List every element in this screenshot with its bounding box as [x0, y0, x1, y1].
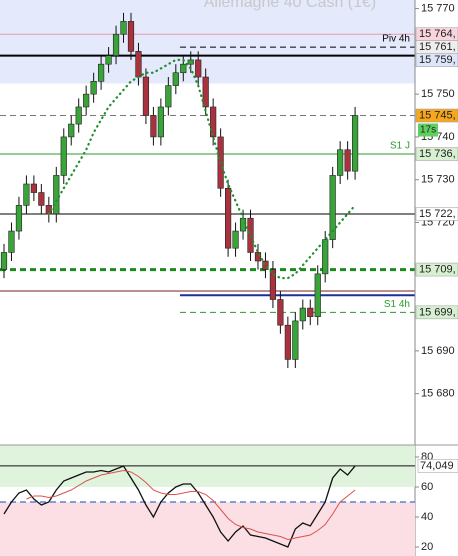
- candle-body: [307, 307, 314, 317]
- y-tick-label: 20: [421, 541, 433, 553]
- candle-body: [98, 63, 105, 82]
- candle-body: [322, 239, 329, 275]
- candle-body: [157, 106, 164, 138]
- candle-body: [202, 76, 209, 108]
- countdown-box: [418, 123, 438, 137]
- y-tick-label: 15 690: [421, 345, 455, 357]
- candle-body: [112, 33, 120, 56]
- value-label-box: [417, 459, 458, 473]
- candle-body: [277, 299, 284, 326]
- level-label: 15 722,: [419, 208, 456, 220]
- candle-body: [254, 252, 262, 262]
- candle-body: [329, 175, 336, 240]
- level-label: 15 709,: [419, 263, 456, 275]
- candle-body: [83, 93, 90, 108]
- candle-body: [8, 230, 15, 253]
- level-label: 15 699,: [419, 306, 456, 318]
- y-tick-label: 15 680: [421, 388, 455, 400]
- y-tick-label: 60: [421, 481, 433, 493]
- candle-body: [344, 149, 351, 172]
- candle-body: [239, 217, 247, 232]
- y-tick-label: 15 770: [421, 2, 455, 14]
- y-tick-label: 15 730: [421, 174, 455, 186]
- level-label: 15 764,: [419, 28, 456, 40]
- candle-body: [195, 59, 202, 78]
- level-name: Piv 4h: [382, 34, 410, 45]
- candle-body: [292, 320, 299, 360]
- candle-body: [187, 59, 194, 65]
- candle-body: [247, 217, 254, 253]
- level-label: 15 761,: [419, 41, 456, 53]
- level-label-box: [415, 108, 458, 123]
- chart-title: Allemagne 40 Cash (1€): [204, 0, 377, 11]
- oscillator-line: [3, 465, 356, 548]
- candle-body: [75, 106, 82, 125]
- level-label-box: [415, 305, 458, 320]
- oscillator-line: [26, 469, 356, 541]
- level-label-box: [415, 262, 458, 277]
- candle-body: [0, 252, 8, 270]
- candle-body: [60, 136, 67, 176]
- zone: [0, 502, 415, 556]
- candle-body: [127, 21, 135, 52]
- countdown: 17s: [420, 125, 436, 136]
- candle-body: [53, 175, 60, 215]
- candle-body: [269, 269, 277, 300]
- candle-body: [351, 115, 359, 172]
- candle-body: [142, 76, 150, 116]
- y-tick-label: 15 750: [421, 88, 455, 100]
- y-tick-label: 40: [421, 511, 433, 523]
- candle-body: [90, 80, 97, 95]
- shaded-zone: [0, 0, 415, 84]
- value-label: 74,049: [420, 460, 454, 472]
- candle-body: [165, 85, 172, 108]
- candle-body: [337, 149, 344, 176]
- candle-body: [105, 55, 112, 65]
- candle-body: [210, 106, 217, 138]
- candle-body: [30, 183, 37, 193]
- level-label-box: [415, 53, 458, 67]
- level-label: 15 736,: [419, 148, 456, 160]
- candle-body: [180, 63, 187, 74]
- level-name: S1 J: [390, 141, 410, 152]
- level-label-box: [415, 207, 458, 221]
- candle-body: [150, 115, 157, 138]
- candle-body: [120, 21, 127, 35]
- candle-body: [68, 123, 75, 138]
- level-label-box: [415, 147, 458, 161]
- candle-body: [262, 260, 269, 270]
- candle-body: [23, 183, 30, 206]
- level-label: 15 745,: [419, 109, 456, 121]
- candle-body: [314, 273, 321, 317]
- candle-body: [232, 230, 239, 249]
- candle-body: [172, 72, 179, 86]
- price-axis: [415, 0, 458, 445]
- moving-average: [47, 58, 357, 280]
- candle-body: [284, 324, 291, 360]
- candle-body: [15, 205, 23, 232]
- candle-body: [38, 192, 45, 206]
- candle-body: [225, 187, 232, 249]
- level-label: 15 759,: [419, 54, 456, 66]
- candle-body: [299, 307, 306, 322]
- candle-body: [135, 51, 142, 78]
- level-name: S1 4h: [384, 299, 410, 310]
